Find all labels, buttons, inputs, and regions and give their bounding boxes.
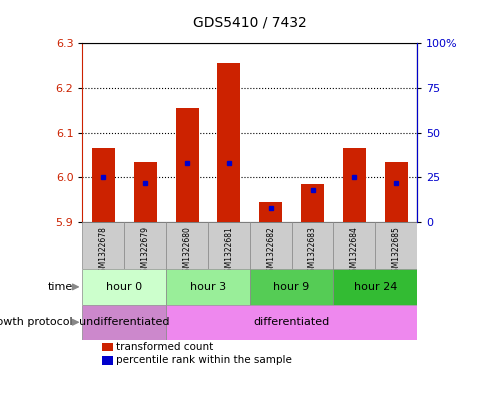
Bar bbox=[342, 148, 365, 222]
Text: hour 0: hour 0 bbox=[106, 282, 142, 292]
Text: hour 24: hour 24 bbox=[353, 282, 396, 292]
Bar bbox=[333, 222, 375, 269]
Text: GSM1322682: GSM1322682 bbox=[266, 226, 274, 277]
Bar bbox=[249, 269, 333, 305]
Bar bbox=[208, 222, 249, 269]
Bar bbox=[333, 269, 416, 305]
Bar bbox=[384, 162, 407, 222]
Bar bbox=[258, 202, 282, 222]
Bar bbox=[166, 305, 416, 340]
Bar bbox=[82, 222, 124, 269]
Bar bbox=[166, 269, 249, 305]
Text: differentiated: differentiated bbox=[253, 317, 329, 327]
Bar bbox=[375, 222, 416, 269]
Text: hour 3: hour 3 bbox=[190, 282, 226, 292]
Bar bbox=[82, 269, 166, 305]
Text: GDS5410 / 7432: GDS5410 / 7432 bbox=[193, 16, 306, 30]
Text: GSM1322678: GSM1322678 bbox=[99, 226, 107, 277]
Text: GSM1322684: GSM1322684 bbox=[349, 226, 358, 277]
Bar bbox=[249, 222, 291, 269]
Text: GSM1322679: GSM1322679 bbox=[140, 226, 150, 277]
Bar bbox=[217, 63, 240, 222]
Bar bbox=[124, 222, 166, 269]
Text: GSM1322685: GSM1322685 bbox=[391, 226, 400, 277]
Text: growth protocol: growth protocol bbox=[0, 317, 73, 327]
Text: transformed count: transformed count bbox=[116, 342, 213, 352]
Text: percentile rank within the sample: percentile rank within the sample bbox=[116, 355, 292, 365]
Text: time: time bbox=[47, 282, 73, 292]
Bar bbox=[134, 162, 156, 222]
Text: hour 9: hour 9 bbox=[273, 282, 309, 292]
Bar bbox=[301, 184, 323, 222]
Text: undifferentiated: undifferentiated bbox=[79, 317, 169, 327]
Text: GSM1322683: GSM1322683 bbox=[307, 226, 317, 277]
Bar bbox=[291, 222, 333, 269]
Bar bbox=[166, 222, 208, 269]
Text: GSM1322681: GSM1322681 bbox=[224, 226, 233, 277]
Text: GSM1322680: GSM1322680 bbox=[182, 226, 191, 277]
Bar bbox=[175, 108, 198, 222]
Bar bbox=[82, 305, 166, 340]
Bar bbox=[91, 148, 115, 222]
